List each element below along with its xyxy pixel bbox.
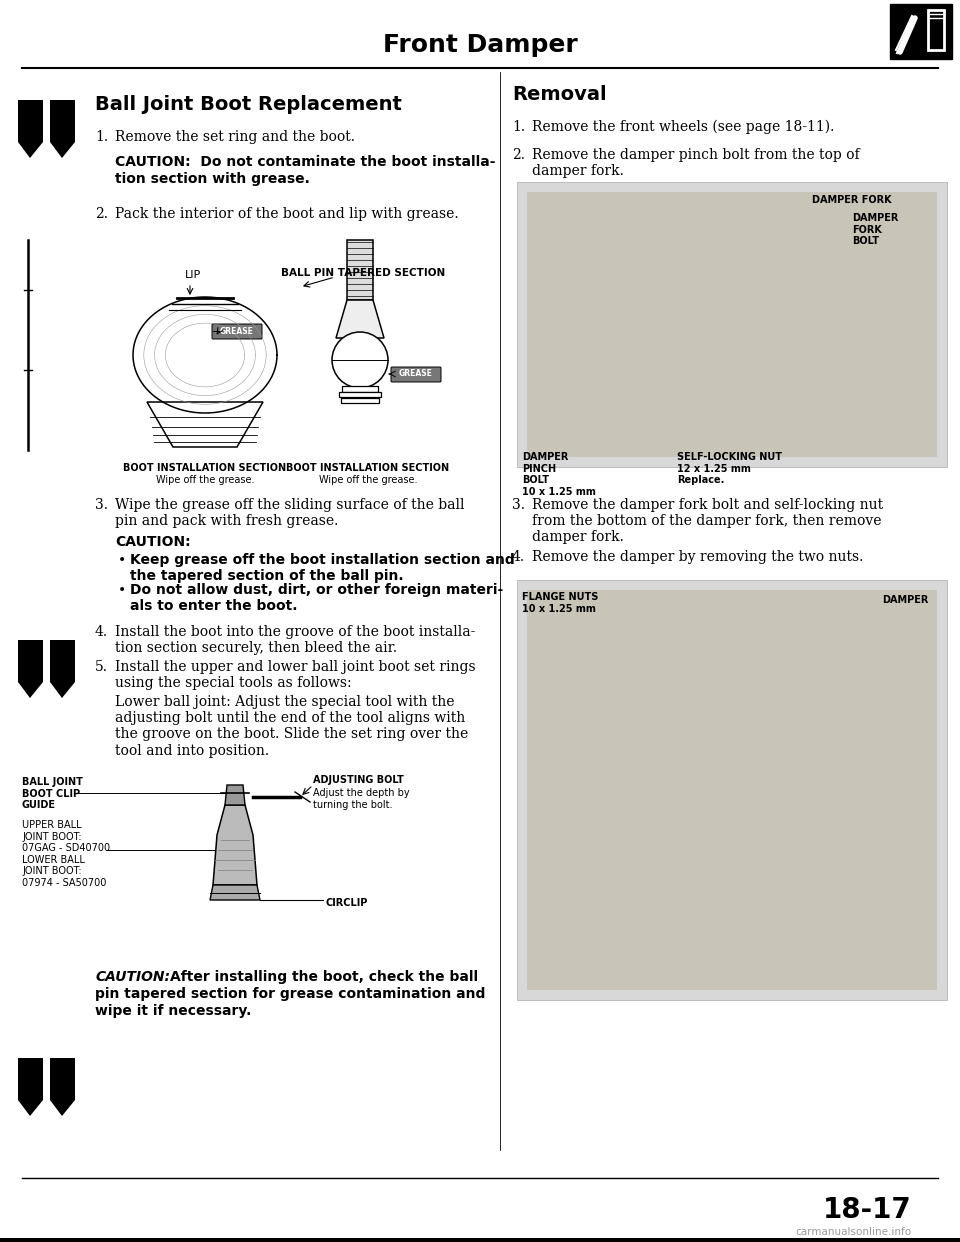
- Text: UPPER BALL
JOINT BOOT:
07GAG - SD40700
LOWER BALL
JOINT BOOT:
07974 - SA50700: UPPER BALL JOINT BOOT: 07GAG - SD40700 L…: [22, 820, 110, 888]
- FancyBboxPatch shape: [212, 324, 262, 339]
- Text: BALL PIN TAPERED SECTION: BALL PIN TAPERED SECTION: [281, 268, 445, 278]
- Text: Adjust the depth by
turning the bolt.: Adjust the depth by turning the bolt.: [313, 787, 410, 810]
- Bar: [339, 392, 381, 397]
- Text: Lower ball joint: Adjust the special tool with the
adjusting bolt until the end : Lower ball joint: Adjust the special too…: [115, 696, 468, 758]
- Bar: [347, 240, 373, 301]
- Text: tion section with grease.: tion section with grease.: [115, 171, 310, 186]
- Bar: [517, 580, 947, 1000]
- Text: DAMPER FORK: DAMPER FORK: [812, 195, 892, 205]
- Text: Ball Joint Boot Replacement: Ball Joint Boot Replacement: [95, 94, 402, 114]
- Text: BALL JOINT
BOOT CLIP
GUIDE: BALL JOINT BOOT CLIP GUIDE: [22, 777, 83, 810]
- Text: GREASE: GREASE: [220, 328, 254, 337]
- Text: SELF-LOCKING NUT
12 x 1.25 mm
Replace.: SELF-LOCKING NUT 12 x 1.25 mm Replace.: [677, 452, 782, 486]
- Text: GREASE: GREASE: [399, 370, 433, 379]
- Polygon shape: [18, 1058, 43, 1117]
- Text: BOOT INSTALLATION SECTION: BOOT INSTALLATION SECTION: [286, 463, 449, 473]
- Text: Install the upper and lower ball joint boot set rings
using the special tools as: Install the upper and lower ball joint b…: [115, 660, 475, 691]
- Polygon shape: [50, 1058, 75, 1117]
- Text: 3.: 3.: [95, 498, 108, 512]
- Bar: [0, 1238, 960, 1242]
- Text: 1.: 1.: [512, 120, 525, 134]
- Text: Wipe off the grease.: Wipe off the grease.: [156, 474, 254, 484]
- Text: Wipe the grease off the sliding surface of the ball
pin and pack with fresh grea: Wipe the grease off the sliding surface …: [115, 498, 465, 528]
- Polygon shape: [147, 402, 263, 447]
- Polygon shape: [18, 640, 43, 698]
- Polygon shape: [18, 101, 43, 158]
- Text: DAMPER
FORK
BOLT: DAMPER FORK BOLT: [852, 212, 899, 246]
- Polygon shape: [50, 101, 75, 158]
- Text: DAMPER: DAMPER: [882, 595, 928, 605]
- Bar: [517, 183, 947, 467]
- Text: CAUTION:: CAUTION:: [115, 535, 191, 549]
- Text: Remove the front wheels (see page 18-11).: Remove the front wheels (see page 18-11)…: [532, 120, 834, 134]
- Polygon shape: [225, 785, 245, 805]
- Polygon shape: [213, 805, 257, 886]
- Text: LIP: LIP: [185, 270, 202, 279]
- Text: Remove the set ring and the boot.: Remove the set ring and the boot.: [115, 130, 355, 144]
- Text: Remove the damper by removing the two nuts.: Remove the damper by removing the two nu…: [532, 550, 863, 564]
- Bar: [341, 397, 379, 402]
- Text: ADJUSTING BOLT: ADJUSTING BOLT: [313, 775, 404, 785]
- Polygon shape: [336, 301, 384, 338]
- Bar: [342, 386, 378, 392]
- Text: wipe it if necessary.: wipe it if necessary.: [95, 1004, 252, 1018]
- Text: •: •: [118, 553, 127, 568]
- FancyBboxPatch shape: [391, 366, 441, 383]
- Text: 4.: 4.: [95, 625, 108, 638]
- Polygon shape: [50, 640, 75, 698]
- Text: Front Damper: Front Damper: [383, 34, 577, 57]
- Polygon shape: [210, 886, 260, 900]
- Text: 18-17: 18-17: [824, 1196, 912, 1225]
- Text: FLANGE NUTS
10 x 1.25 mm: FLANGE NUTS 10 x 1.25 mm: [522, 592, 598, 614]
- Bar: [890, 4, 952, 60]
- Text: CIRCLIP: CIRCLIP: [325, 898, 368, 908]
- Text: 4.: 4.: [512, 550, 525, 564]
- Bar: [527, 590, 937, 990]
- Text: 5.: 5.: [95, 660, 108, 674]
- Text: Remove the damper fork bolt and self-locking nut
from the bottom of the damper f: Remove the damper fork bolt and self-loc…: [532, 498, 883, 544]
- Text: After installing the boot, check the ball: After installing the boot, check the bal…: [170, 970, 478, 984]
- Text: CAUTION:  Do not contaminate the boot installa-: CAUTION: Do not contaminate the boot ins…: [115, 155, 495, 169]
- Text: Install the boot into the groove of the boot installa-
tion section securely, th: Install the boot into the groove of the …: [115, 625, 475, 656]
- Text: Pack the interior of the boot and lip with grease.: Pack the interior of the boot and lip wi…: [115, 207, 459, 221]
- Text: carmanualsonline.info: carmanualsonline.info: [796, 1227, 912, 1237]
- Text: Do not allow dust, dirt, or other foreign materi-
als to enter the boot.: Do not allow dust, dirt, or other foreig…: [130, 582, 503, 614]
- Text: 1.: 1.: [95, 130, 108, 144]
- Bar: [928, 10, 944, 50]
- Text: BOOT INSTALLATION SECTION: BOOT INSTALLATION SECTION: [124, 463, 287, 473]
- Text: CAUTION:: CAUTION:: [95, 970, 170, 984]
- Text: Remove the damper pinch bolt from the top of
damper fork.: Remove the damper pinch bolt from the to…: [532, 148, 859, 178]
- Text: 2.: 2.: [95, 207, 108, 221]
- Text: pin tapered section for grease contamination and: pin tapered section for grease contamina…: [95, 987, 486, 1001]
- Text: DAMPER
PINCH
BOLT
10 x 1.25 mm: DAMPER PINCH BOLT 10 x 1.25 mm: [522, 452, 596, 497]
- Text: •: •: [118, 582, 127, 597]
- Text: 2.: 2.: [512, 148, 525, 161]
- Text: Wipe off the grease.: Wipe off the grease.: [319, 474, 418, 484]
- Text: Keep grease off the boot installation section and
the tapered section of the bal: Keep grease off the boot installation se…: [130, 553, 515, 584]
- Text: 3.: 3.: [512, 498, 525, 512]
- Text: Removal: Removal: [512, 84, 607, 104]
- Bar: [527, 193, 937, 457]
- Circle shape: [332, 332, 388, 388]
